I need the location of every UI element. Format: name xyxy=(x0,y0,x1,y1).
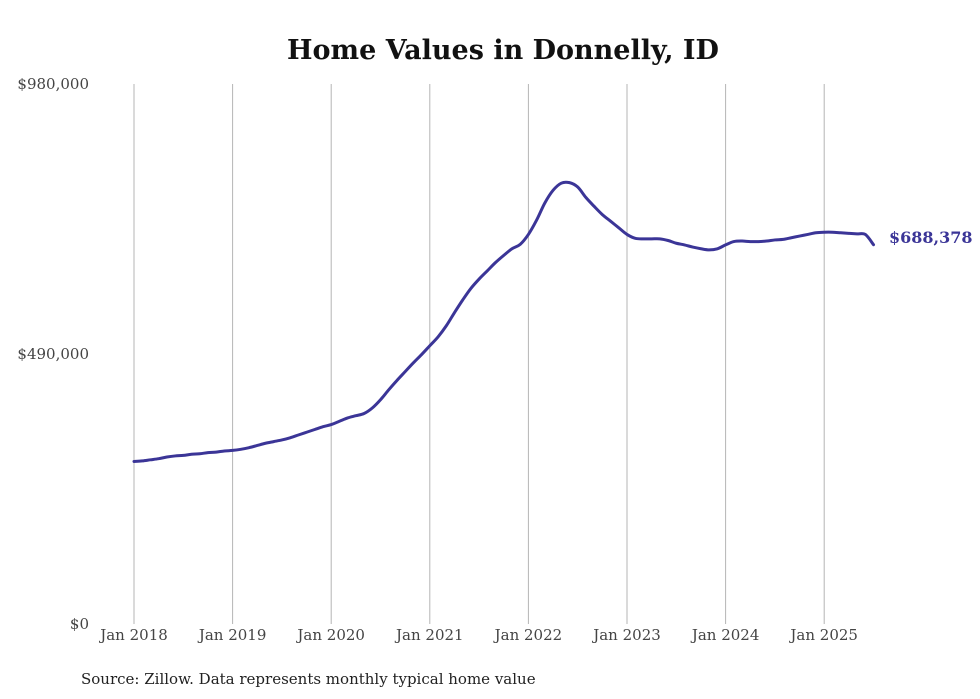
series-line-home-value xyxy=(132,180,875,463)
y-axis-ticks: $0 $490,000 $980,000 xyxy=(17,75,89,633)
x-tick-label: Jan 2021 xyxy=(394,626,464,644)
x-tick-label: Jan 2018 xyxy=(98,626,168,644)
y-tick-label: $980,000 xyxy=(17,75,89,93)
chart-title: Home Values in Donnelly, ID xyxy=(287,35,719,66)
x-tick-label: Jan 2022 xyxy=(493,626,563,644)
x-tick-label: Jan 2020 xyxy=(295,626,365,644)
x-tick-label: Jan 2023 xyxy=(591,626,661,644)
source-note: Source: Zillow. Data represents monthly … xyxy=(81,670,536,688)
x-tick-label: Jan 2019 xyxy=(197,626,267,644)
series-layer xyxy=(132,180,875,463)
x-tick-label: Jan 2025 xyxy=(788,626,858,644)
y-tick-label: $0 xyxy=(70,615,89,633)
x-tick-label: Jan 2024 xyxy=(690,626,760,644)
x-axis-ticks: Jan 2018 Jan 2019 Jan 2020 Jan 2021 Jan 2022… xyxy=(98,626,858,644)
gridlines xyxy=(133,84,825,624)
end-value-label: $688,378 xyxy=(889,228,973,247)
y-tick-label: $490,000 xyxy=(17,345,89,363)
